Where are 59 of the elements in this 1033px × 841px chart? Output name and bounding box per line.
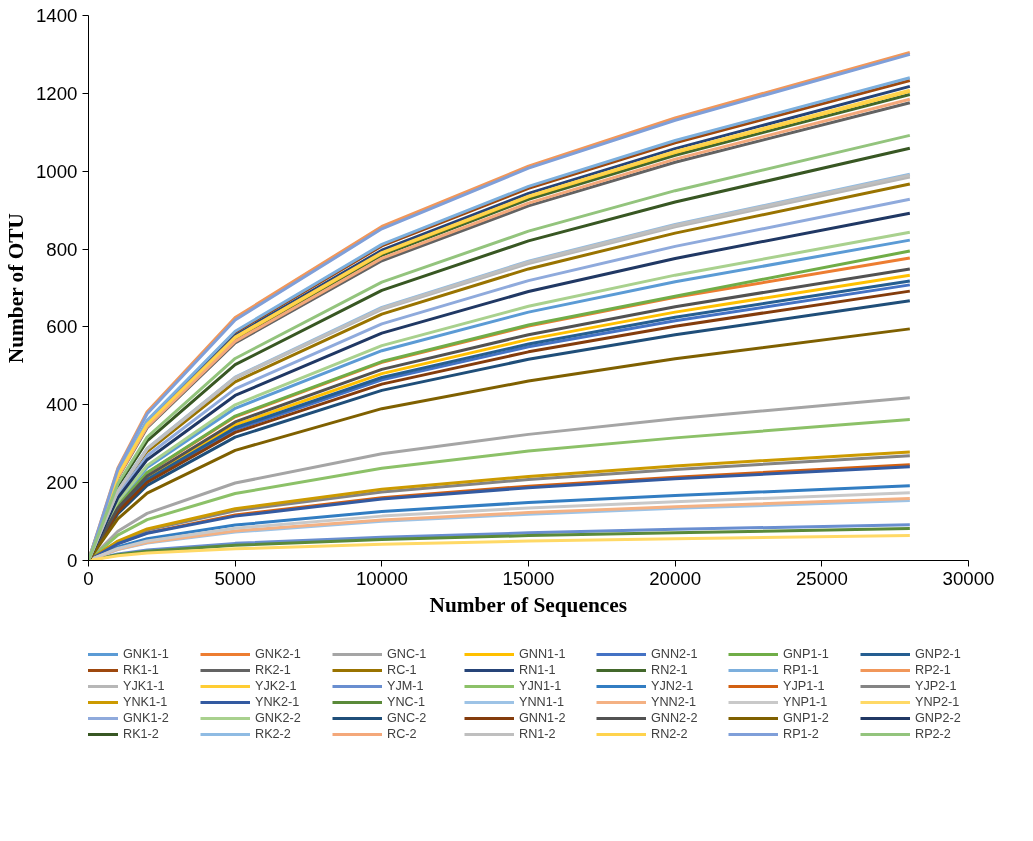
y-tick-label: 200	[46, 472, 78, 494]
x-tick-label: 15000	[502, 567, 555, 589]
legend-label: RK1-2	[123, 727, 160, 741]
x-tick-label: 25000	[795, 567, 848, 589]
legend-label: RK2-1	[255, 663, 292, 677]
y-tick-label: 400	[46, 394, 78, 416]
x-tick-label: 5000	[214, 567, 256, 589]
y-tick-label: 600	[46, 316, 78, 338]
legend-label: YNN1-1	[519, 695, 565, 709]
legend-label: YJP2-1	[915, 679, 958, 693]
legend-label: RP2-2	[915, 727, 952, 741]
legend-label: RK2-2	[255, 727, 292, 741]
y-tick-label: 800	[46, 238, 78, 260]
legend-label: YNC-1	[387, 695, 426, 709]
x-tick-label: 20000	[649, 567, 702, 589]
legend-label: YNK1-1	[123, 695, 169, 709]
legend-label: GNP2-2	[915, 711, 962, 725]
legend-label: RN1-1	[519, 663, 557, 677]
legend-label: GNC-2	[387, 711, 428, 725]
legend-label: RN2-2	[651, 727, 689, 741]
legend-label: RC-1	[387, 663, 418, 677]
legend-label: GNP1-1	[783, 647, 830, 661]
legend-label: RN1-2	[519, 727, 557, 741]
legend-label: GNN1-2	[519, 711, 567, 725]
legend-label: GNN2-1	[651, 647, 699, 661]
legend-label: YNP1-1	[783, 695, 829, 709]
legend-label: YJM-1	[387, 679, 425, 693]
legend-label: RN2-1	[651, 663, 689, 677]
legend-label: YNN2-1	[651, 695, 697, 709]
x-axis-title: Number of Sequences	[429, 592, 628, 617]
x-tick-label: 10000	[355, 567, 408, 589]
legend-label: YJK2-1	[255, 679, 298, 693]
y-tick-label: 0	[67, 550, 78, 571]
y-tick-label: 1000	[36, 160, 78, 182]
legend-label: RP1-2	[783, 727, 820, 741]
legend-label: YNK2-1	[255, 695, 301, 709]
legend-label: YJP1-1	[783, 679, 826, 693]
legend-label: GNK2-1	[255, 647, 302, 661]
y-tick-label: 1200	[36, 82, 78, 104]
legend-label: GNN1-1	[519, 647, 567, 661]
y-axis-title: Number of OTU	[4, 213, 28, 364]
legend-label: GNK2-2	[255, 711, 302, 725]
legend-label: RP1-1	[783, 663, 820, 677]
x-tick-label: 0	[83, 567, 94, 589]
y-tick-label: 1400	[36, 5, 78, 26]
legend-label: GNP2-1	[915, 647, 962, 661]
legend-label: GNP1-2	[783, 711, 830, 725]
legend-label: RC-2	[387, 727, 418, 741]
legend-label: YNP2-1	[915, 695, 961, 709]
legend-label: GNK1-1	[123, 647, 170, 661]
legend-label: RP2-1	[915, 663, 952, 677]
legend-label: YJN2-1	[651, 679, 695, 693]
legend-label: RK1-1	[123, 663, 160, 677]
legend-label: GNC-1	[387, 647, 428, 661]
legend-label: YJK1-1	[123, 679, 166, 693]
legend-label: GNN2-2	[651, 711, 699, 725]
legend-label: YJN1-1	[519, 679, 563, 693]
x-tick-label: 30000	[942, 567, 995, 589]
legend-label: GNK1-2	[123, 711, 170, 725]
